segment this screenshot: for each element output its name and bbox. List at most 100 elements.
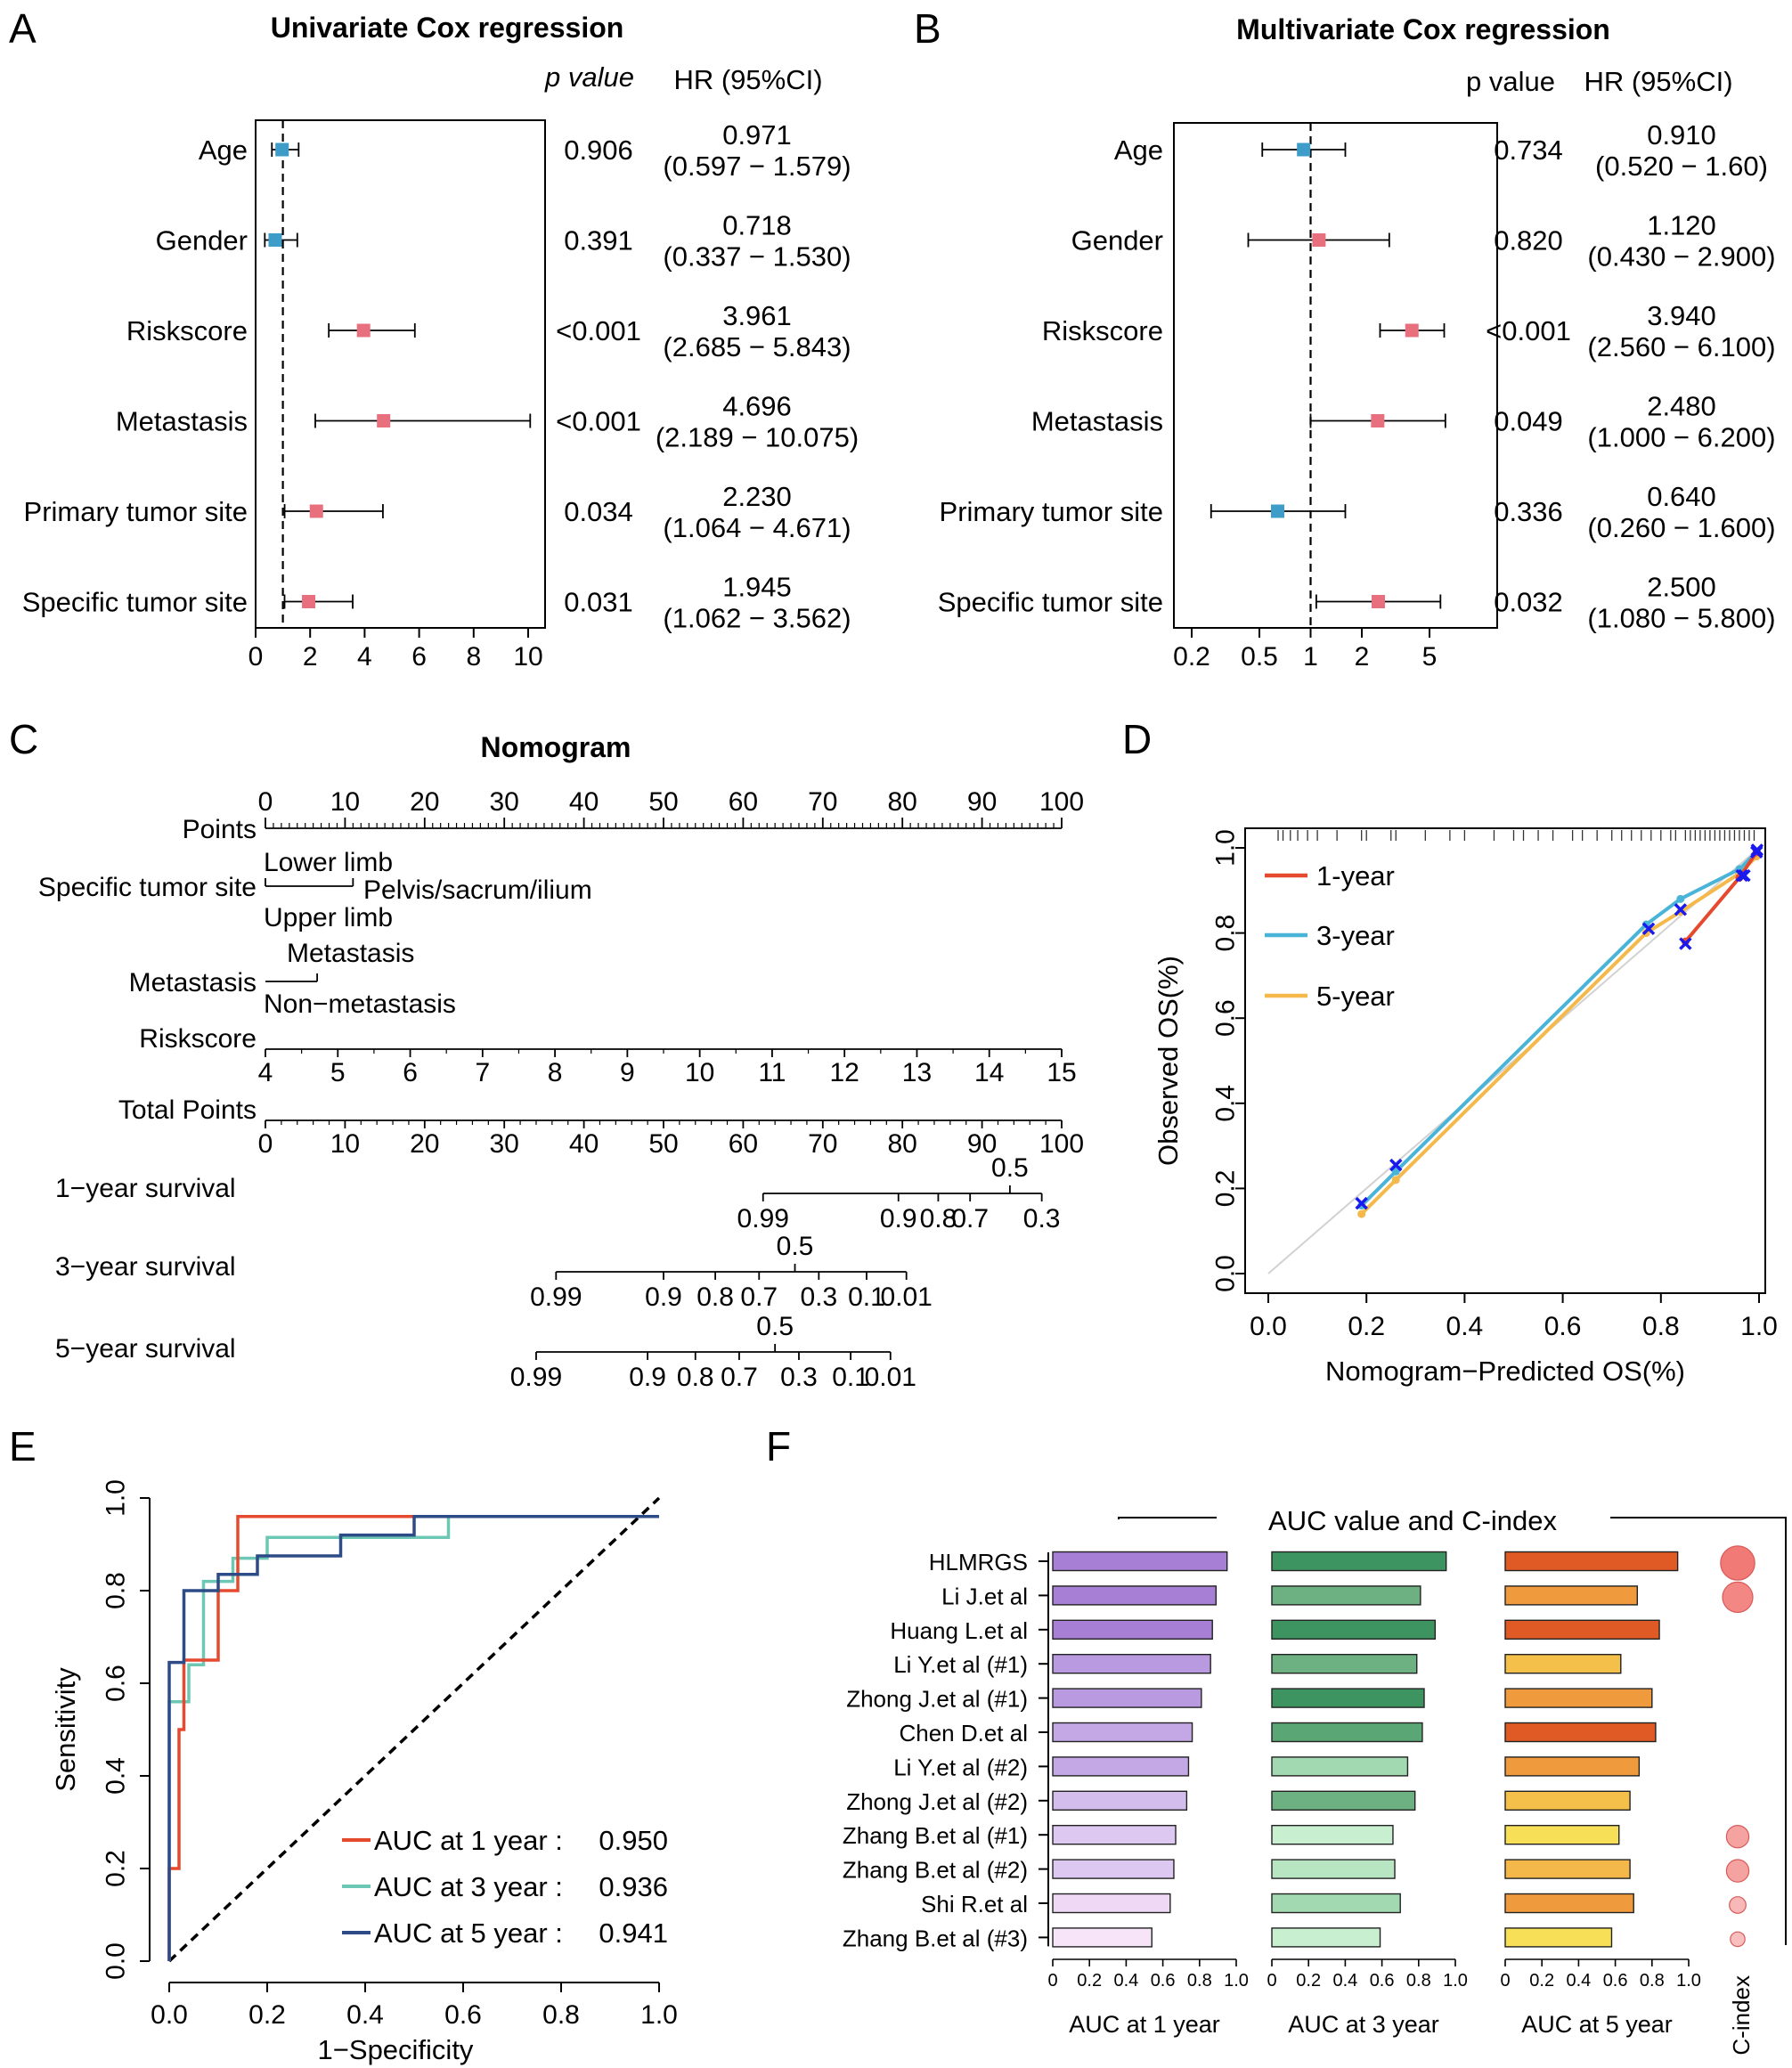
specific-site-level: Upper limb bbox=[264, 903, 393, 932]
row-label: Age bbox=[1114, 134, 1163, 166]
bar-tick-label: 0.8 bbox=[1406, 1971, 1431, 1991]
x-tick-label: 6 bbox=[411, 642, 427, 672]
x-tick-label: 0.0 bbox=[1250, 1312, 1287, 1341]
total-points-tick-label: 30 bbox=[490, 1129, 519, 1159]
category-label: Li J.et al bbox=[941, 1583, 1028, 1609]
y-tick-label: 0.8 bbox=[1211, 915, 1241, 952]
plot-frame bbox=[1173, 122, 1498, 629]
p-value: 0.049 bbox=[1494, 406, 1563, 437]
auc-bar bbox=[1271, 1619, 1437, 1641]
p-value: 0.032 bbox=[1494, 587, 1563, 618]
category-label: HLMRGS bbox=[929, 1549, 1028, 1575]
legend-label: 5-year bbox=[1316, 981, 1395, 1012]
y-tick-label: 1.0 bbox=[1211, 829, 1241, 867]
p-value: 0.031 bbox=[564, 587, 633, 618]
auc-bar bbox=[1504, 1585, 1639, 1606]
title-frame bbox=[1118, 1517, 1787, 1945]
survival-tick-label: 0.99 bbox=[737, 1204, 789, 1233]
cindex-bubble bbox=[1722, 1581, 1754, 1614]
calibration-line-3-year bbox=[1360, 851, 1758, 1207]
bar-tick-label: 0.6 bbox=[1370, 1971, 1395, 1991]
riskscore-tick-label: 15 bbox=[1047, 1058, 1076, 1087]
auc-bar bbox=[1052, 1824, 1177, 1845]
category-label: Zhang B.et al (#2) bbox=[843, 1857, 1028, 1884]
calibration-line-5-year bbox=[1360, 855, 1758, 1216]
x-tick-label: 5 bbox=[1422, 642, 1438, 672]
points-tick-label: 40 bbox=[569, 787, 599, 817]
auc-bar bbox=[1052, 1688, 1202, 1708]
bar-tick-label: 0 bbox=[1047, 1971, 1057, 1991]
panel-letter-c: C bbox=[9, 716, 38, 762]
y-tick-label: 0.2 bbox=[102, 1850, 131, 1887]
survival-tick-label: 0.99 bbox=[530, 1282, 582, 1312]
y-tick-label: 0.4 bbox=[1211, 1085, 1241, 1122]
riskscore-tick-label: 7 bbox=[475, 1058, 490, 1087]
p-value: 0.820 bbox=[1494, 225, 1563, 256]
specific-site-level: Pelvis/sacrum/ilium bbox=[363, 875, 592, 905]
x-tick-label: 0.8 bbox=[1642, 1312, 1680, 1341]
auc-bar bbox=[1271, 1859, 1396, 1879]
category-label: Zhong J.et al (#2) bbox=[846, 1788, 1028, 1815]
hr-value: 0.718 bbox=[722, 210, 792, 241]
riskscore-tick-label: 10 bbox=[685, 1058, 714, 1087]
y-tick-label: 0.0 bbox=[1211, 1255, 1241, 1292]
row-label: Riskscore bbox=[1042, 315, 1163, 346]
auc-bar bbox=[1271, 1585, 1421, 1606]
hr-point bbox=[275, 142, 289, 157]
category-label: Li Y.et al (#2) bbox=[893, 1754, 1028, 1780]
x-axis-title: Nomogram−Predicted OS(%) bbox=[1325, 1356, 1685, 1387]
points-tick-label: 50 bbox=[648, 787, 678, 817]
total-points-tick-label: 60 bbox=[729, 1129, 758, 1159]
points-tick-label: 0 bbox=[258, 787, 273, 817]
survival-tick-label: 0.5 bbox=[777, 1232, 814, 1261]
hr-value: 2.230 bbox=[722, 481, 792, 512]
points-tick-label: 90 bbox=[967, 787, 997, 817]
category-label: Zhang B.et al (#3) bbox=[843, 1925, 1028, 1951]
row-label: Riskscore bbox=[126, 315, 248, 346]
total-points-label: Total Points bbox=[118, 1095, 257, 1125]
calibration-point bbox=[1357, 1209, 1366, 1218]
points-tick-label: 100 bbox=[1039, 787, 1084, 817]
category-label: Chen D.et al bbox=[899, 1720, 1028, 1746]
survival-tick-label: 0.8 bbox=[677, 1363, 714, 1392]
y-tick-label: 0.6 bbox=[102, 1665, 131, 1702]
survival-tick-label: 0.8 bbox=[696, 1282, 734, 1312]
bar-axis-title: AUC at 3 year bbox=[1288, 2011, 1439, 2038]
p-value: <0.001 bbox=[556, 406, 641, 437]
survival-tick-label: 0.3 bbox=[1023, 1204, 1061, 1233]
cindex-bubble bbox=[1725, 1824, 1750, 1849]
p-value: 0.391 bbox=[564, 225, 633, 256]
category-label: Huang L.et al bbox=[890, 1617, 1028, 1644]
bar-tick-label: 1.0 bbox=[1443, 1971, 1468, 1991]
hr-ci: (2.560 − 6.100) bbox=[1587, 331, 1775, 362]
comparison-title: AUC value and C-index bbox=[1268, 1505, 1557, 1536]
total-points-tick-label: 100 bbox=[1039, 1129, 1084, 1159]
row-label: Primary tumor site bbox=[24, 496, 248, 527]
survival-tick-label: 0.5 bbox=[756, 1312, 794, 1341]
survival-tick-label: 0.7 bbox=[721, 1363, 758, 1392]
hr-point bbox=[1405, 323, 1419, 338]
riskscore-tick-label: 14 bbox=[974, 1058, 1004, 1087]
x-tick-label: 10 bbox=[513, 642, 542, 672]
auc-bar bbox=[1504, 1859, 1631, 1879]
bar-tick-label: 0.4 bbox=[1332, 1971, 1357, 1991]
hr-point bbox=[309, 504, 323, 518]
hr-ci: (0.260 − 1.600) bbox=[1587, 512, 1775, 543]
points-tick-label: 70 bbox=[808, 787, 837, 817]
auc-bar bbox=[1052, 1585, 1218, 1606]
bar-tick-label: 0.6 bbox=[1151, 1971, 1176, 1991]
bar-tick-label: 0.8 bbox=[1640, 1971, 1665, 1991]
survival-tick-label: 0.1 bbox=[848, 1282, 885, 1312]
x-tick-label: 0.0 bbox=[151, 2000, 188, 2030]
bar-tick-label: 0.6 bbox=[1603, 1971, 1628, 1991]
auc-bar bbox=[1271, 1722, 1423, 1743]
points-tick-label: 60 bbox=[729, 787, 758, 817]
riskscore-tick-label: 11 bbox=[758, 1058, 786, 1087]
hr-point bbox=[356, 323, 371, 338]
points-tick-label: 80 bbox=[888, 787, 917, 817]
specific-site-level: Lower limb bbox=[264, 848, 393, 877]
auc-bar bbox=[1052, 1722, 1193, 1743]
hr-point bbox=[1371, 414, 1385, 427]
panel-letter-e: E bbox=[9, 1423, 37, 1470]
